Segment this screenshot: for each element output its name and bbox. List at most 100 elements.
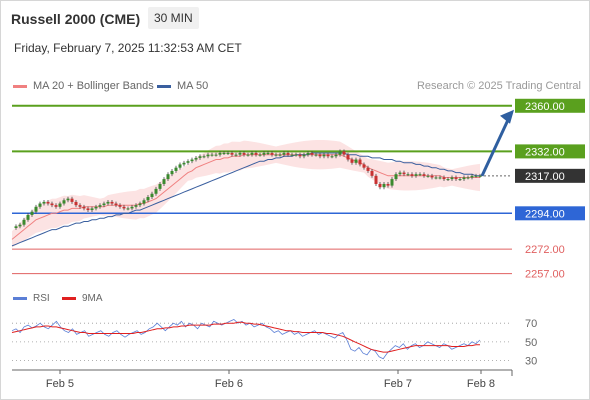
x-tick-label-1: Feb 6: [215, 378, 243, 390]
candle-body: [106, 201, 110, 204]
x-tick-label-3: Feb 8: [467, 378, 495, 390]
legend-rsi-ma: 9MA: [62, 293, 103, 304]
candle-body: [302, 154, 306, 157]
candle-body: [294, 154, 298, 156]
candle-body: [382, 183, 386, 188]
candle-body: [350, 159, 354, 163]
candle-body: [434, 177, 438, 179]
candle-body: [418, 174, 422, 176]
rsi-ma-line: [11, 321, 480, 353]
candle-body: [278, 154, 282, 156]
ma50-swatch: [157, 84, 171, 88]
candle-body: [298, 154, 302, 157]
candle-body: [42, 201, 46, 204]
legend-ma20: MA 20 + Bollinger Bands: [13, 80, 154, 92]
candle-body: [34, 206, 38, 212]
candle-body: [46, 201, 50, 204]
level-label-1: 2332.00: [525, 146, 565, 158]
candle-body: [390, 179, 394, 186]
candle-body: [170, 170, 174, 175]
rsi-tick-1: 50: [525, 337, 537, 349]
candle-body: [198, 156, 202, 158]
candle-body: [450, 177, 454, 180]
candle-body: [38, 203, 42, 207]
candle-body: [322, 154, 326, 157]
candle-body: [242, 153, 246, 155]
candle-body: [138, 203, 142, 206]
rsi-tick-2: 30: [525, 356, 537, 368]
candle-body: [226, 153, 230, 155]
legend-ma50-label: MA 50: [177, 80, 209, 92]
candle-body: [250, 153, 254, 155]
candle-body: [146, 197, 150, 201]
candle-body: [338, 151, 342, 155]
candle-body: [182, 162, 186, 165]
candle-body: [378, 183, 382, 188]
candle-body: [174, 167, 178, 171]
candle-body: [154, 188, 158, 194]
candle-body: [218, 153, 222, 155]
x-tick-label-0: Feb 5: [46, 378, 74, 390]
candle-body: [266, 153, 270, 155]
source-credit: Research © 2025 Trading Central: [416, 80, 581, 92]
candle-body: [478, 175, 482, 177]
rsi-swatch: [13, 297, 27, 300]
candle-body: [118, 205, 122, 207]
level-label-2: 2317.00: [525, 171, 565, 183]
candle-body: [438, 177, 442, 179]
candle-body: [362, 164, 366, 168]
candle-body: [254, 153, 258, 155]
candle-body: [190, 159, 194, 162]
candle-body: [122, 206, 126, 209]
candle-body: [426, 175, 430, 177]
candle-body: [458, 179, 462, 181]
level-label-5: 2257.00: [525, 269, 565, 281]
candle-body: [246, 154, 250, 156]
candle-body: [202, 156, 206, 158]
candle-body: [314, 154, 318, 156]
candle-body: [82, 206, 86, 209]
candle-body: [130, 206, 134, 209]
level-label-bg-1: [515, 144, 585, 159]
candle-body: [194, 157, 198, 160]
candle-body: [134, 205, 138, 207]
candle-body: [162, 179, 166, 184]
forecast-arrow-shaft: [480, 117, 511, 177]
legend-ma50: MA 50: [157, 80, 208, 92]
candle-body: [30, 211, 34, 215]
legend-ma20-label: MA 20 + Bollinger Bands: [33, 80, 154, 92]
candle-body: [406, 174, 410, 176]
ma20-line: [11, 154, 480, 240]
candle-body: [370, 170, 374, 176]
candle-body: [98, 205, 102, 207]
legend-rsi-label: RSI: [33, 293, 50, 304]
candle-body: [414, 174, 418, 176]
candle-body: [466, 177, 470, 179]
candle-body: [258, 154, 262, 156]
forecast-arrow-head: [500, 109, 514, 124]
level-label-3: 2294.00: [525, 208, 565, 220]
candle-body: [454, 177, 458, 180]
candle-body: [206, 154, 210, 157]
candle-body: [18, 224, 22, 227]
candle-body: [286, 153, 290, 155]
candle-body: [54, 205, 58, 207]
level-label-4: 2272.00: [525, 244, 565, 256]
candle-body: [150, 193, 154, 198]
ma50-line: [11, 152, 480, 247]
candle-body: [186, 161, 190, 163]
candle-body: [342, 151, 346, 155]
timestamp: Friday, February 7, 2025 11:32:53 AM CET: [14, 41, 242, 55]
candle-body: [306, 153, 310, 155]
candle-body: [74, 201, 78, 206]
ma20-swatch: [13, 84, 27, 88]
timeframe-badge[interactable]: 30 MIN: [148, 7, 199, 29]
candle-body: [86, 208, 90, 211]
candle-body: [274, 154, 278, 156]
candle-body: [442, 177, 446, 180]
candle-body: [470, 175, 474, 178]
candles-group: [14, 149, 482, 230]
level-label-bg-2: [515, 168, 585, 183]
candle-body: [282, 153, 286, 155]
candle-body: [462, 177, 466, 180]
